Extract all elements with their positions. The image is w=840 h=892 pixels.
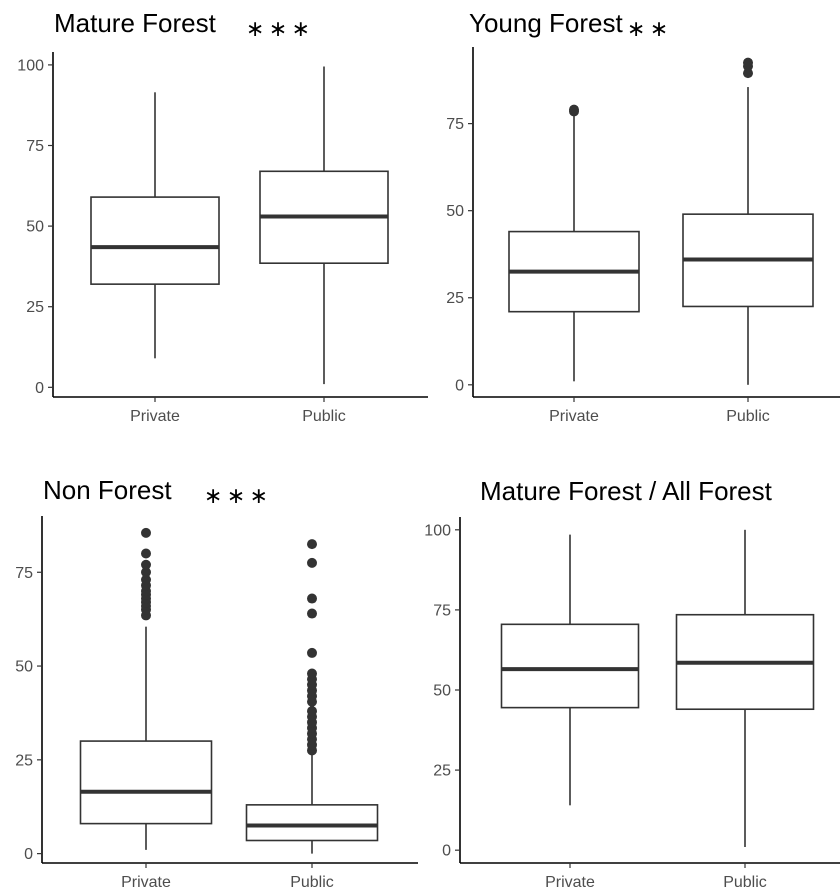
x-tick-label: Private [121,874,171,891]
y-tick-label: 0 [442,843,451,860]
x-tick-label: Private [130,408,180,425]
significance-marker: ∗ ∗ ∗ [246,17,310,42]
outlier-point [743,57,753,68]
x-tick-label: Public [726,408,770,425]
box-private [500,534,640,806]
y-tick-label: 0 [35,380,44,397]
x-tick-label: Public [302,408,346,425]
chart-panel: Non Forest ∗ ∗ ∗ 0 25 50 75 Private Public [15,475,418,891]
x-tick-label: Private [549,408,599,425]
outlier-point [141,574,151,585]
outlier-point [307,593,317,604]
x-tick-label: Private [545,874,595,891]
outlier-point [569,104,579,115]
y-tick-label: 75 [446,116,464,133]
x-tick-label: Public [290,874,334,891]
chart-panel: Mature Forest ∗ ∗ ∗ 0 25 50 75 100 Private Publi… [17,8,428,425]
outlier-point [307,557,317,568]
y-tick-label: 25 [433,763,451,780]
outlier-point [141,527,151,538]
y-tick-label: 0 [24,846,33,863]
y-tick-label: 50 [26,219,44,236]
box-public [245,539,379,854]
y-tick-label: 0 [455,377,464,394]
y-tick-label: 50 [446,203,464,220]
chart-panel: Mature Forest / All Forest 0 25 50 75 100 Priv… [424,476,840,891]
outlier-point [141,548,151,559]
significance-marker: ∗ ∗ [627,17,668,42]
box-private [508,104,640,382]
outlier-point [141,567,151,578]
y-tick-label: 50 [15,659,33,676]
significance-marker: ∗ ∗ ∗ [204,484,268,509]
outlier-point [307,539,317,550]
y-tick-label: 50 [433,683,451,700]
y-tick-label: 75 [433,602,451,619]
iqr-box [79,740,213,825]
y-tick-label: 25 [15,752,33,769]
outlier-point [307,706,317,717]
box-public [259,66,389,385]
box-private [79,527,213,850]
outlier-point [307,608,317,619]
iqr-box [500,623,640,709]
iqr-box [90,196,220,285]
y-tick-label: 25 [26,299,44,316]
y-tick-label: 75 [15,565,33,582]
y-tick-label: 100 [424,522,451,539]
box-public [682,57,814,385]
outlier-point [307,647,317,658]
outlier-point [307,668,317,679]
y-tick-label: 100 [17,57,44,74]
iqr-box [245,804,379,842]
outlier-point [743,68,753,79]
chart-title: Young Forest [469,8,623,38]
y-tick-label: 25 [446,290,464,307]
chart-title: Mature Forest / All Forest [480,476,773,506]
chart-title: Non Forest [43,475,172,505]
chart-panel: Young Forest ∗ ∗ 0 25 50 75 Private Public [446,8,840,425]
box-public [675,529,815,847]
box-private [90,92,220,359]
outlier-point [141,559,151,570]
chart-title: Mature Forest [54,8,217,38]
x-tick-label: Public [723,874,767,891]
y-tick-label: 75 [26,138,44,155]
